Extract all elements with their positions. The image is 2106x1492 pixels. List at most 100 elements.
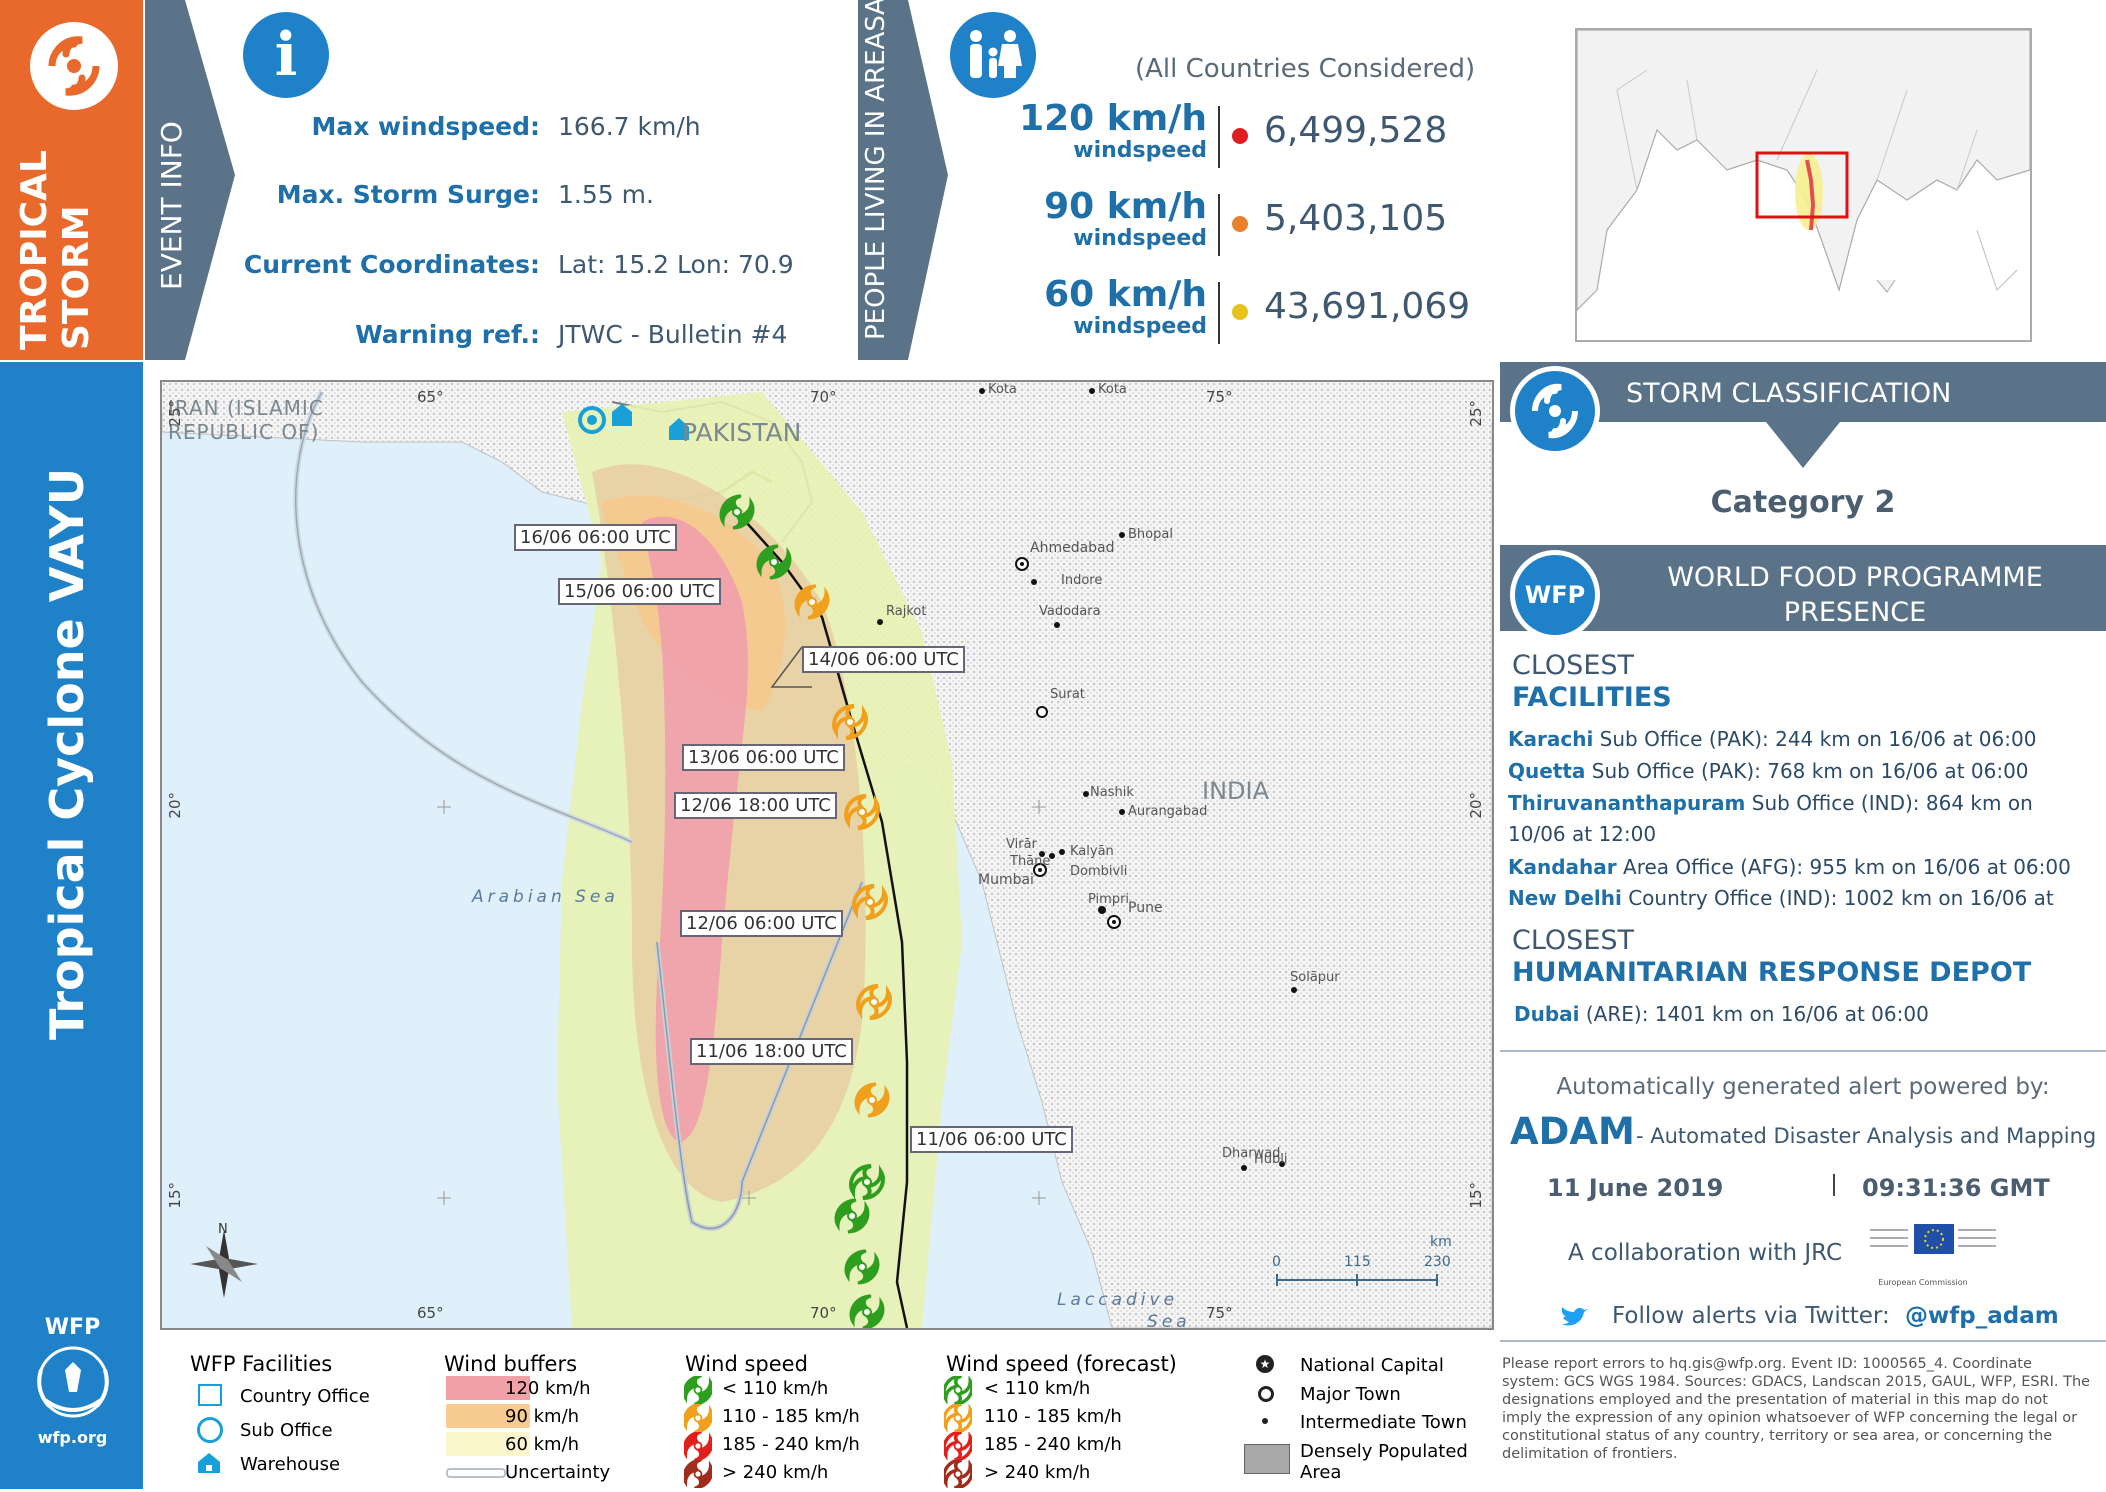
storm-position-icon xyxy=(849,1164,885,1200)
city-label: Pune xyxy=(1128,900,1163,916)
powered-by: Automatically generated alert powered by… xyxy=(1556,1074,2050,1100)
national-capital-icon: ★ xyxy=(1256,1355,1274,1373)
track-label: 13/06 06:00 UTC xyxy=(682,744,845,771)
uncertainty-swatch xyxy=(446,1468,506,1478)
legend-wind-forecast-class: 185 - 240 km/h xyxy=(984,1434,1122,1455)
lon-label: 70° xyxy=(810,388,837,406)
country-label-iran: IRAN (ISLAMIC REPUBLIC OF) xyxy=(168,396,324,444)
lat-label: 15° xyxy=(1467,1182,1485,1209)
cyclone-track-map: IRAN (ISLAMIC REPUBLIC OF) PAKISTAN INDIA… xyxy=(160,380,1494,1332)
storm-type-label: TROPICAL STORM xyxy=(14,150,97,350)
wind-forecast-icon xyxy=(942,1402,974,1436)
max-windspeed-label: Max windspeed: xyxy=(311,112,540,141)
scale-bar xyxy=(1276,1274,1438,1286)
facility-new-delhi: New Delhi Country Office (IND): 1002 km … xyxy=(1508,886,2054,910)
scale-tick: 115 xyxy=(1344,1254,1371,1270)
coordinates-row: Current Coordinates: xyxy=(200,250,540,280)
legend-wind-forecast-class: < 110 km/h xyxy=(984,1378,1091,1399)
legend-wind-class: 110 - 185 km/h xyxy=(722,1406,860,1427)
twitter-handle-link[interactable]: @wfp_adam xyxy=(1905,1303,2059,1329)
city-label: Aurangabad xyxy=(1128,804,1208,819)
legend-wind-class: > 240 km/h xyxy=(722,1462,829,1483)
legend-wind-forecast-title: Wind speed (forecast) xyxy=(946,1352,1177,1376)
divider xyxy=(1218,106,1220,168)
coordinates-value: Lat: 15.2 Lon: 70.9 xyxy=(558,250,794,279)
city-label: Kalyān xyxy=(1070,844,1114,859)
info-icon: i xyxy=(243,12,329,98)
storm-position-icon xyxy=(844,1249,880,1285)
facilities-label: FACILITIES xyxy=(1512,682,1672,713)
storm-position-icon xyxy=(794,584,830,620)
city-label: Nashik xyxy=(1090,785,1134,800)
family-icon xyxy=(950,12,1036,98)
lon-label: 70° xyxy=(810,1304,837,1322)
wfp-logo: WFP wfp.org xyxy=(20,1315,125,1447)
twitter-text: Follow alerts via Twitter: xyxy=(1612,1303,1890,1329)
legend-intermediate-town: Intermediate Town xyxy=(1300,1412,1467,1433)
legend-warehouse: Warehouse xyxy=(240,1454,341,1475)
sub-office-icon xyxy=(578,406,606,434)
lat-label: 25° xyxy=(1467,400,1485,427)
sea-label-laccadive: Laccadive xyxy=(1057,1290,1179,1310)
sub-office-icon xyxy=(197,1417,223,1443)
storm-position-icon xyxy=(834,1198,870,1234)
legend-densely-populated: Densely Populated Area xyxy=(1300,1441,1468,1483)
city-label: Hubli xyxy=(1254,1152,1288,1167)
wfp-presence-header xyxy=(1500,545,2106,631)
closest-label: CLOSEST xyxy=(1512,650,1635,681)
wfp-presence-heading: WORLD FOOD PROGRAMME PRESENCE xyxy=(1667,562,2043,628)
coordinates-label: Current Coordinates: xyxy=(243,250,540,279)
storm-position-icon xyxy=(852,884,888,920)
lon-label: 65° xyxy=(417,1304,444,1322)
pop-row-90-value: 5,403,105 xyxy=(1264,198,1448,239)
city-label: Vadodara xyxy=(1039,604,1101,619)
city-label: Mumbai xyxy=(978,872,1034,888)
disclaimer: Please report errors to hq.gis@wfp.org. … xyxy=(1502,1356,2091,1462)
country-label-india: INDIA xyxy=(1202,777,1270,805)
lat-label: 20° xyxy=(1467,792,1485,819)
pop-row-60-dot xyxy=(1232,304,1248,320)
divider xyxy=(1218,282,1220,344)
pop-row-120-speed: 120 km/h windspeed xyxy=(1019,98,1207,164)
storm-surge-value: 1.55 m. xyxy=(558,180,654,209)
closest-depot-label: CLOSEST xyxy=(1512,925,1635,956)
city-label: Dombivli xyxy=(1070,864,1128,879)
wind-class-icon xyxy=(682,1374,714,1408)
city-label: Bhopal xyxy=(1128,527,1173,542)
event-info-tab xyxy=(145,0,235,360)
facility-thiruvananthapuram: Thiruvananthapuram Sub Office (IND): 864… xyxy=(1508,791,2033,815)
storm-position-icon xyxy=(849,1294,885,1328)
pop-row-120-dot xyxy=(1232,128,1248,144)
depot-label: HUMANITARIAN RESPONSE DEPOT xyxy=(1512,957,2032,988)
facility-karachi: Karachi Sub Office (PAK): 244 km on 16/0… xyxy=(1508,727,2037,751)
wind-class-icon xyxy=(682,1430,714,1464)
legend-national-capital: National Capital xyxy=(1300,1355,1444,1376)
city-label: Kota xyxy=(1098,382,1127,397)
legend-buffer-120: 120 km/h xyxy=(505,1378,591,1399)
city-label: Surat xyxy=(1050,687,1085,702)
lat-label: 25° xyxy=(166,400,184,427)
buffer-60-swatch xyxy=(446,1432,530,1456)
warning-ref-label: Warning ref.: xyxy=(355,320,540,349)
population-note: (All Countries Considered) xyxy=(1135,54,1476,84)
city-label: Rajkot xyxy=(886,604,927,619)
wfp-logo-icon: WFP xyxy=(1515,555,1595,635)
legend-sub-office: Sub Office xyxy=(240,1420,333,1441)
max-windspeed-row: Max windspeed: xyxy=(240,112,540,142)
storm-position-icon xyxy=(719,494,755,530)
event-info-label: EVENT INFO xyxy=(155,121,188,290)
locator-extent-box xyxy=(1755,151,1849,219)
major-town-icon xyxy=(1258,1386,1274,1402)
divider xyxy=(1500,1340,2106,1342)
storm-surge-row: Max. Storm Surge: xyxy=(240,180,540,210)
track-label: 14/06 06:00 UTC xyxy=(802,646,965,673)
storm-position-icon xyxy=(844,794,880,830)
wind-class-icon xyxy=(682,1402,714,1436)
legend-buffer-60: 60 km/h xyxy=(505,1434,580,1455)
city-label: Indore xyxy=(1061,573,1103,588)
lat-label: 20° xyxy=(166,792,184,819)
intermediate-town-icon xyxy=(1262,1418,1268,1424)
lat-label: 15° xyxy=(166,1182,184,1209)
wind-forecast-icon xyxy=(942,1430,974,1464)
pop-row-60-value: 43,691,069 xyxy=(1264,286,1471,327)
